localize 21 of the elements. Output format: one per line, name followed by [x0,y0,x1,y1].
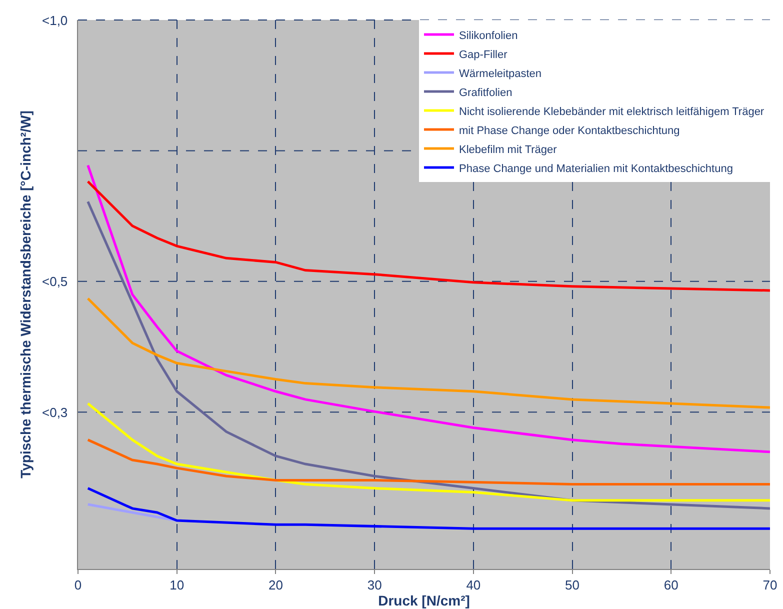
x-tick-label: 60 [664,578,678,593]
x-tick-label: 0 [74,578,82,593]
legend-label: Wärmeleitpasten [459,68,542,80]
legend-label: Klebefilm mit Träger [459,144,558,156]
text: <0,5 [42,274,68,289]
text: <0,3 [42,405,68,420]
x-tick-label: 40 [466,578,481,593]
x-tick-label: 30 [367,578,382,593]
x-tick-label: 70 [762,578,778,593]
x-axis-title: Druck [N/cm²] [378,592,470,609]
legend-label: mit Phase Change oder Kontaktbeschichtung [459,124,680,137]
x-tick-label: 20 [268,578,283,593]
y-axis-title: Typische thermische Widerstandsbereiche [°C-inch²/W] [18,110,34,478]
x-tick-label: 50 [565,578,580,593]
text: <1,0 [42,13,68,28]
legend-label: Grafitfolien [459,86,512,99]
legend-label: Silikonfolien [459,30,518,42]
legend-label: Phase Change und Materialien mit Kontaktbeschichtung [459,162,733,175]
legend-label: Nicht isolierende Klebebänder mit elektrisch leitfähigem Träger [459,106,764,118]
x-tick-label: 10 [170,578,184,593]
legend-label: Gap-Filler [459,48,508,61]
